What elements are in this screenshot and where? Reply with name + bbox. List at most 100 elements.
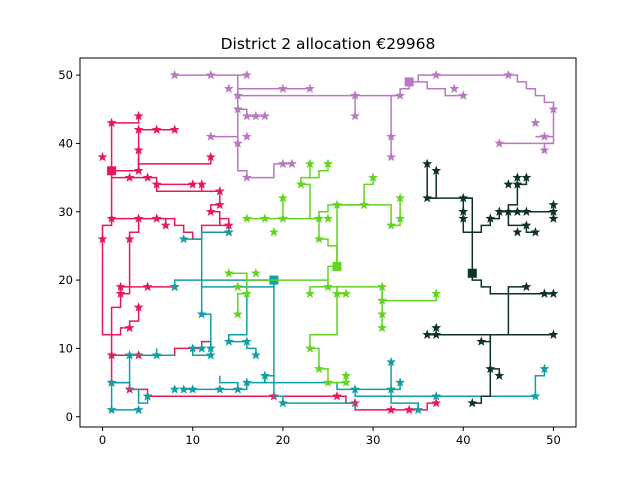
x-tick-label: 40 [456,433,471,447]
route-line [110,177,167,226]
destination-star [332,391,342,401]
chart-title: District 2 allocation €29968 [221,35,436,53]
route-line [427,293,510,336]
destination-star [223,83,234,93]
destination-star [241,172,252,182]
destination-star [494,138,505,148]
destination-star [250,110,261,121]
destination-star [350,90,360,100]
route-line [200,231,229,240]
x-tick-label: 0 [99,433,106,447]
destination-star [286,158,297,169]
destination-star [97,151,108,162]
route-line [418,81,464,97]
destination-star [350,384,360,394]
destination-star [151,213,162,223]
destination-star [431,322,442,333]
destination-star [422,192,433,203]
destination-star [106,213,117,223]
destination-star [277,158,288,169]
x-axis: 0 10 20 30 40 50 [99,427,561,447]
destination-star [232,104,243,114]
destination-star [151,179,162,189]
series-3 [169,69,559,182]
destination-star [323,213,333,223]
destination-star [458,206,469,216]
y-tick-label: 30 [58,205,73,219]
destination-star [386,220,397,230]
destination-star [485,213,496,223]
destination-star [377,281,388,292]
destination-star [296,179,306,189]
destination-star [124,233,135,244]
destination-star [395,90,406,100]
destination-star [512,179,523,189]
destination-star [548,288,559,298]
route-line [110,116,140,171]
destination-star [232,90,243,100]
destination-star [196,343,207,353]
destination-star [115,281,126,292]
destination-star [205,69,216,80]
destination-star [205,206,216,216]
destination-star [368,172,379,182]
destination-star [539,131,550,141]
destination-star [205,131,216,141]
hub-marker [107,166,117,176]
destination-star [467,397,478,408]
destination-star [548,329,559,339]
destination-star [250,268,261,278]
destination-star [268,227,279,237]
destination-star [223,268,234,278]
destination-star [106,377,117,387]
destination-star [241,69,252,80]
destination-star [323,377,333,387]
destination-star [232,138,243,148]
destination-star [187,179,198,189]
destination-star [259,213,270,223]
route-line [310,163,329,179]
destination-star [178,233,189,244]
destination-star [133,165,144,175]
destination-star [196,179,207,189]
destination-star [124,350,135,360]
destination-star [133,145,144,155]
destination-star [548,213,559,223]
destination-star [422,158,433,169]
destination-star [503,69,514,80]
destination-star [205,151,216,162]
destination-star [232,384,243,394]
destination-star [521,220,532,230]
destination-star [223,227,234,237]
destination-star [323,281,333,292]
destination-star [359,199,370,210]
destination-star [232,309,243,319]
y-tick-label: 10 [58,341,73,355]
series-4 [422,158,559,408]
y-axis: 0 10 20 30 40 50 [58,68,80,424]
destination-star [142,391,153,401]
destination-star [241,377,252,387]
destination-star [133,213,144,223]
destination-star [223,220,234,230]
destination-star [323,158,333,169]
destination-star [503,179,514,189]
route-line [101,218,140,336]
destination-star [521,281,532,292]
destination-star [223,336,234,346]
x-tick-label: 30 [366,433,381,447]
destination-star [431,391,442,401]
destination-star [97,233,108,244]
destination-star [521,206,532,216]
destination-star [305,158,315,169]
destination-star [395,192,406,203]
route-line [462,218,473,234]
destination-star [187,343,198,353]
destination-star [458,192,469,203]
destination-star [485,363,496,374]
route-line [426,163,474,233]
destination-star [277,83,288,93]
destination-star [503,206,514,216]
destination-star [377,295,388,305]
route-line [490,286,527,295]
